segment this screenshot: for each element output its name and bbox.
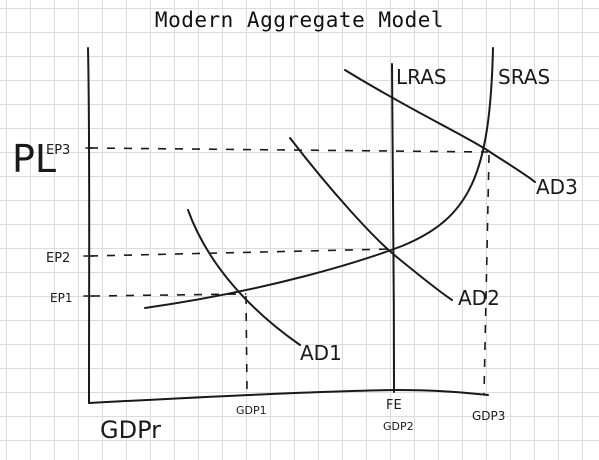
ad1-label: AD1 bbox=[300, 341, 342, 365]
x-axis-label: GDPr bbox=[100, 416, 161, 444]
ep2-guide-line bbox=[89, 248, 393, 257]
gdp2-label: GDP2 bbox=[383, 420, 414, 433]
ep1-label: EP1 bbox=[50, 291, 72, 305]
ep3-guide-line bbox=[89, 147, 489, 153]
y-axis bbox=[87, 47, 91, 404]
ep3-label: EP3 bbox=[46, 143, 70, 158]
lras-label: LRAS bbox=[396, 65, 447, 89]
gdp1-label: GDP1 bbox=[236, 404, 267, 417]
ad2-label: AD2 bbox=[458, 286, 500, 310]
ad3-label: AD3 bbox=[536, 175, 578, 199]
lras-curve bbox=[391, 63, 395, 393]
x-axis bbox=[88, 389, 489, 404]
y-axis-label: PL bbox=[12, 137, 56, 181]
ad1-curve bbox=[187, 209, 301, 346]
fe-label: FE bbox=[386, 398, 402, 413]
diagram-title: Modern Aggregate Model bbox=[154, 8, 445, 32]
gdp1-guide-line bbox=[245, 295, 248, 393]
gdp3-guide-line bbox=[483, 154, 490, 395]
ep2-label: EP2 bbox=[46, 251, 70, 266]
ad2-curve bbox=[289, 137, 453, 301]
gdp3-label: GDP3 bbox=[472, 409, 505, 423]
sras-label: SRAS bbox=[498, 65, 550, 89]
ad3-curve bbox=[344, 69, 536, 183]
